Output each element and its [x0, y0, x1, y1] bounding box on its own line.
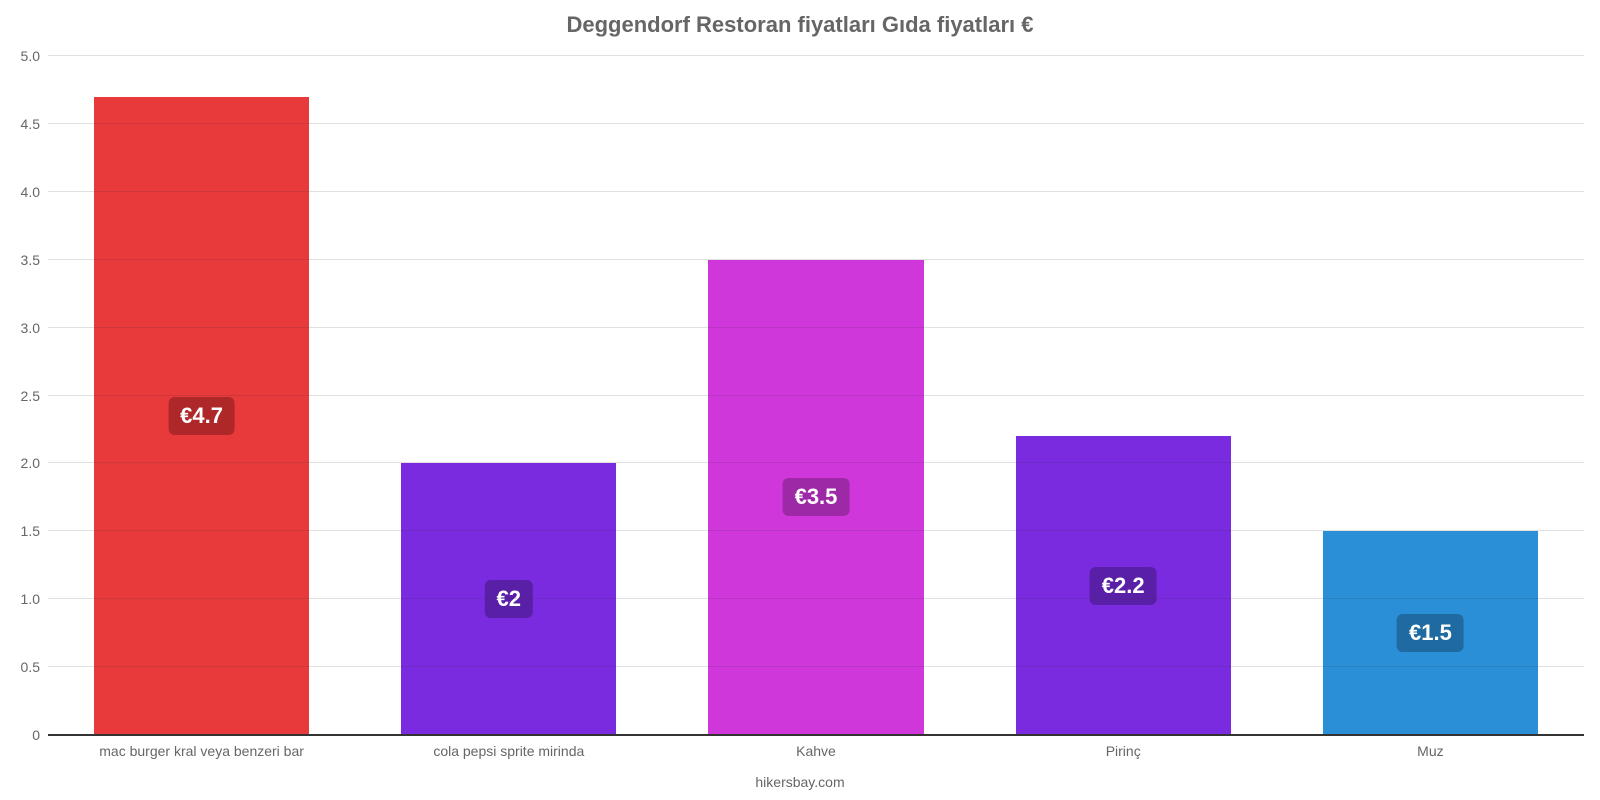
gridline [48, 395, 1584, 396]
gridline [48, 55, 1584, 56]
gridline [48, 327, 1584, 328]
bar: €3.5 [708, 260, 923, 735]
bar: €4.7 [94, 97, 309, 735]
y-tick-label: 1.0 [21, 591, 48, 607]
chart-container: Deggendorf Restoran fiyatları Gıda fiyat… [0, 0, 1600, 800]
x-tick-label: Kahve [796, 735, 836, 759]
gridline [48, 666, 1584, 667]
value-badge: €1.5 [1397, 614, 1464, 652]
y-tick-label: 2.0 [21, 455, 48, 471]
chart-title: Deggendorf Restoran fiyatları Gıda fiyat… [0, 0, 1600, 38]
bar-slot: €1.5Muz [1277, 56, 1584, 735]
y-tick-label: 3.5 [21, 252, 48, 268]
x-tick-label: Muz [1417, 735, 1443, 759]
bar: €2 [401, 463, 616, 735]
gridline [48, 462, 1584, 463]
gridline [48, 191, 1584, 192]
y-tick-label: 3.0 [21, 320, 48, 336]
value-badge: €4.7 [168, 397, 235, 435]
bar-slot: €2.2Pirinç [970, 56, 1277, 735]
x-tick-label: Pirinç [1106, 735, 1141, 759]
bar-slot: €4.7mac burger kral veya benzeri bar [48, 56, 355, 735]
y-tick-label: 5.0 [21, 48, 48, 64]
chart-footer: hikersbay.com [0, 774, 1600, 790]
plot-area: €4.7mac burger kral veya benzeri bar€2co… [48, 56, 1584, 736]
y-tick-label: 4.0 [21, 184, 48, 200]
value-badge: €3.5 [783, 478, 850, 516]
y-tick-label: 4.5 [21, 116, 48, 132]
bar-slot: €3.5Kahve [662, 56, 969, 735]
bars-row: €4.7mac burger kral veya benzeri bar€2co… [48, 56, 1584, 735]
y-tick-label: 2.5 [21, 388, 48, 404]
gridline [48, 734, 1584, 735]
bar: €1.5 [1323, 531, 1538, 735]
gridline [48, 123, 1584, 124]
value-badge: €2 [485, 580, 533, 618]
gridline [48, 530, 1584, 531]
gridline [48, 259, 1584, 260]
bar: €2.2 [1016, 436, 1231, 735]
y-tick-label: 0.5 [21, 659, 48, 675]
y-tick-label: 0 [32, 727, 48, 743]
gridline [48, 598, 1584, 599]
x-tick-label: cola pepsi sprite mirinda [433, 735, 584, 759]
x-tick-label: mac burger kral veya benzeri bar [99, 735, 304, 759]
y-tick-label: 1.5 [21, 523, 48, 539]
bar-slot: €2cola pepsi sprite mirinda [355, 56, 662, 735]
